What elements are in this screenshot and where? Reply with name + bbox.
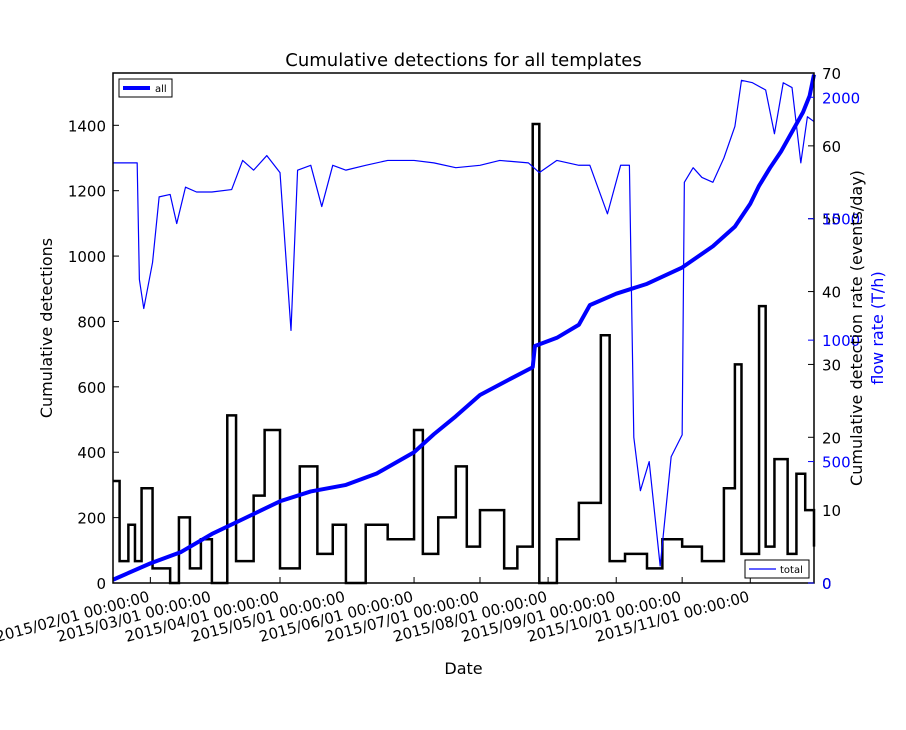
left-tick-label: 400 bbox=[77, 444, 106, 462]
right-outer-tick-label: 1500 bbox=[822, 211, 860, 229]
left-tick-label: 0 bbox=[96, 575, 106, 593]
left-axis-label: Cumulative detections bbox=[37, 238, 56, 418]
left-tick-label: 1200 bbox=[68, 183, 106, 201]
right-inner-tick-label: 30 bbox=[822, 356, 841, 374]
plot-frame bbox=[112, 72, 815, 584]
right-outer-tick-label: 2000 bbox=[822, 89, 860, 107]
legend-all-label: all bbox=[155, 84, 167, 95]
left-tick-label: 1000 bbox=[68, 248, 106, 266]
right-outer-tick-label: 500 bbox=[822, 454, 851, 472]
right-inner-tick-label: 40 bbox=[822, 284, 841, 302]
legend-total-label: total bbox=[780, 565, 803, 576]
right-inner-tick-label: 10 bbox=[822, 502, 841, 520]
left-tick-label: 1400 bbox=[68, 117, 106, 135]
right-inner-tick-label: 50 bbox=[822, 211, 841, 229]
series-total-line bbox=[113, 79, 815, 567]
right-inner-tick-label: 70 bbox=[822, 65, 841, 83]
right-outer-tick-label: 1000 bbox=[822, 332, 860, 350]
x-axis-label: Date bbox=[444, 659, 482, 678]
series-all-line bbox=[112, 74, 816, 582]
series-daily-detections-line bbox=[113, 122, 816, 585]
left-tick-label: 200 bbox=[77, 510, 106, 528]
legend-total-box bbox=[744, 559, 810, 579]
right-inner-tick-label: 60 bbox=[822, 138, 841, 156]
left-tick-label: 600 bbox=[77, 379, 106, 397]
right-inner-tick-label: 0 bbox=[822, 575, 832, 593]
left-tick-label: 800 bbox=[77, 313, 106, 331]
right-outer-tick-label: 0 bbox=[822, 575, 832, 593]
right-outer-axis-label: flow rate (T/h) bbox=[868, 271, 887, 384]
right-inner-axis-label: Cumulative detection rate (events/day) bbox=[847, 170, 866, 486]
chart-title: Cumulative detections for all templates bbox=[285, 50, 641, 71]
right-inner-tick-label: 20 bbox=[822, 429, 841, 447]
